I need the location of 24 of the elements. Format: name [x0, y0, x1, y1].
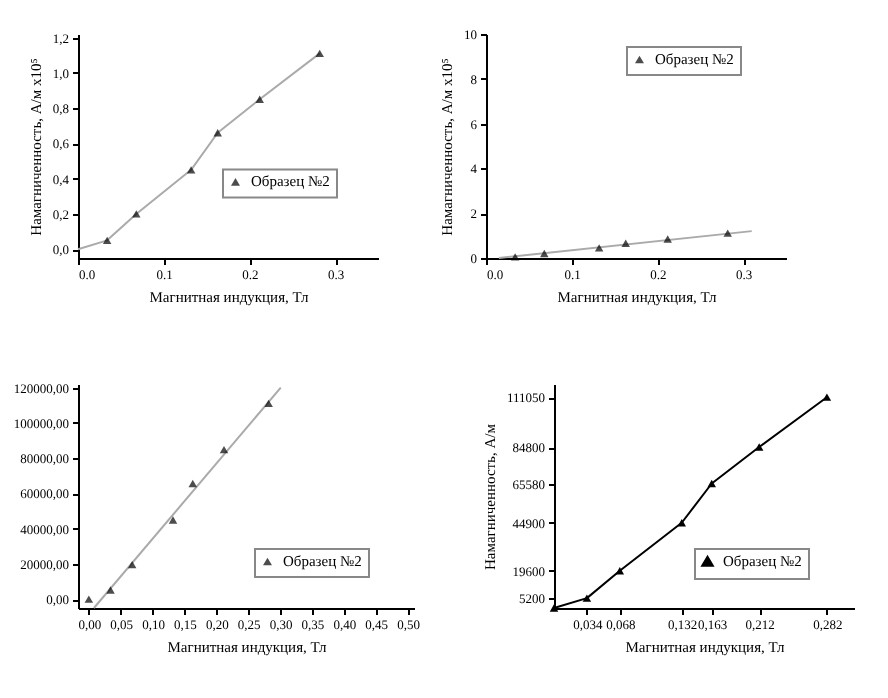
point	[219, 445, 229, 454]
point	[264, 399, 273, 407]
point	[255, 95, 264, 103]
point	[621, 239, 630, 247]
point	[84, 595, 94, 603]
point	[754, 443, 764, 451]
point	[315, 49, 324, 58]
point	[663, 235, 672, 243]
point	[582, 594, 592, 602]
point	[168, 516, 178, 524]
point	[540, 249, 549, 258]
point	[106, 586, 115, 594]
point	[127, 560, 137, 569]
point	[188, 479, 197, 488]
point	[707, 479, 716, 488]
point	[213, 129, 222, 137]
point	[549, 604, 559, 612]
point	[594, 244, 604, 252]
point	[677, 519, 686, 527]
point	[822, 393, 832, 401]
point	[510, 253, 520, 261]
point	[102, 236, 112, 245]
point	[132, 210, 141, 218]
point	[723, 229, 732, 237]
